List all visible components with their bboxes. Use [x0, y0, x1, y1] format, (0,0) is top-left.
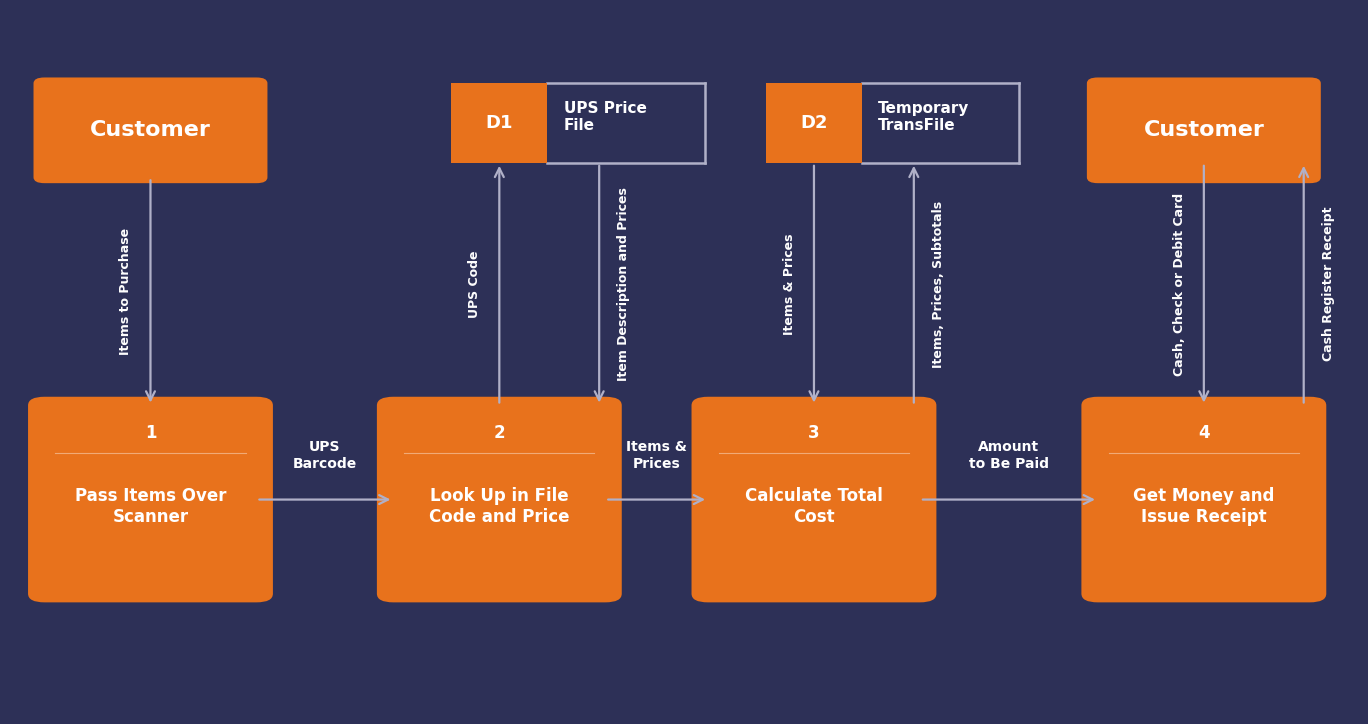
FancyBboxPatch shape [33, 77, 267, 183]
Text: Customer: Customer [90, 120, 211, 140]
Text: 1: 1 [145, 424, 156, 442]
FancyBboxPatch shape [1081, 397, 1327, 602]
FancyBboxPatch shape [1086, 77, 1321, 183]
Text: D1: D1 [486, 114, 513, 132]
Text: UPS Code: UPS Code [468, 251, 482, 318]
Text: Cash Register Receipt: Cash Register Receipt [1321, 207, 1335, 361]
FancyBboxPatch shape [766, 83, 862, 163]
Text: Items &
Prices: Items & Prices [627, 440, 687, 471]
Text: UPS Price
File: UPS Price File [564, 101, 647, 133]
Text: D2: D2 [800, 114, 828, 132]
Text: Items to Purchase: Items to Purchase [119, 228, 133, 355]
Text: Amount
to Be Paid: Amount to Be Paid [969, 440, 1049, 471]
Text: Calculate Total
Cost: Calculate Total Cost [746, 487, 882, 526]
Text: Customer: Customer [1144, 120, 1264, 140]
FancyBboxPatch shape [451, 83, 547, 163]
FancyBboxPatch shape [691, 397, 936, 602]
Text: Items & Prices: Items & Prices [782, 233, 796, 335]
Text: Temporary
TransFile: Temporary TransFile [878, 101, 970, 133]
Text: Items, Prices, Subtotals: Items, Prices, Subtotals [932, 201, 945, 368]
Text: Get Money and
Issue Receipt: Get Money and Issue Receipt [1133, 487, 1275, 526]
Text: Pass Items Over
Scanner: Pass Items Over Scanner [75, 487, 226, 526]
Text: UPS
Barcode: UPS Barcode [293, 440, 357, 471]
Text: Item Description and Prices: Item Description and Prices [617, 188, 631, 381]
FancyBboxPatch shape [376, 397, 621, 602]
Text: 3: 3 [808, 424, 819, 442]
FancyBboxPatch shape [27, 397, 272, 602]
Text: Cash, Check or Debit Card: Cash, Check or Debit Card [1172, 193, 1186, 376]
Text: 2: 2 [494, 424, 505, 442]
Text: Look Up in File
Code and Price: Look Up in File Code and Price [430, 487, 569, 526]
Text: 4: 4 [1198, 424, 1209, 442]
